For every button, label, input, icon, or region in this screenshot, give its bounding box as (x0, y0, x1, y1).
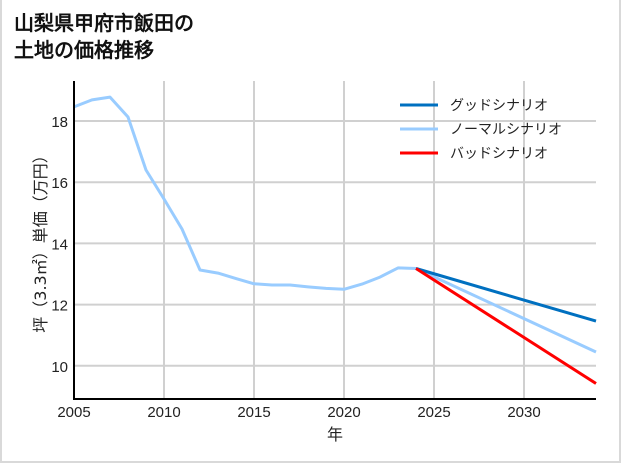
chart-title-line1: 山梨県甲府市飯田の (14, 11, 194, 35)
y-tick-label: 12 (51, 298, 68, 315)
x-tick-label: 2015 (237, 404, 270, 421)
legend-label: ノーマルシナリオ (450, 122, 562, 138)
x-tick-label: 2020 (327, 404, 360, 421)
y-tick-label: 18 (51, 114, 68, 131)
axes (73, 81, 596, 400)
x-tick-label: 2030 (507, 404, 540, 421)
y-tick-label: 16 (51, 175, 68, 192)
y-tick-label: 10 (51, 359, 68, 376)
legend-label: バッドシナリオ (450, 146, 548, 162)
x-tick-label: 2005 (57, 404, 90, 421)
y-tick-label: 14 (51, 236, 68, 253)
x-tick-label: 2025 (417, 404, 450, 421)
series-line (73, 95, 597, 354)
chart-title-line2: 土地の価格推移 (14, 38, 154, 62)
legend-label: グッドシナリオ (450, 98, 548, 114)
series-lines (73, 95, 597, 385)
series-line (415, 267, 597, 385)
tick-labels: 2005 2010 2015 2020 2025 2030 10 12 14 16 18 (51, 114, 540, 421)
series-line (415, 267, 597, 323)
y-axis-label: 坪（3.3㎡）単価（万円） (31, 147, 50, 332)
gridlines (74, 81, 596, 399)
x-axis-label: 年 (327, 425, 343, 444)
chart-title: 山梨県甲府市飯田の 土地の価格推移 (14, 10, 194, 64)
x-tick-label: 2010 (147, 404, 180, 421)
